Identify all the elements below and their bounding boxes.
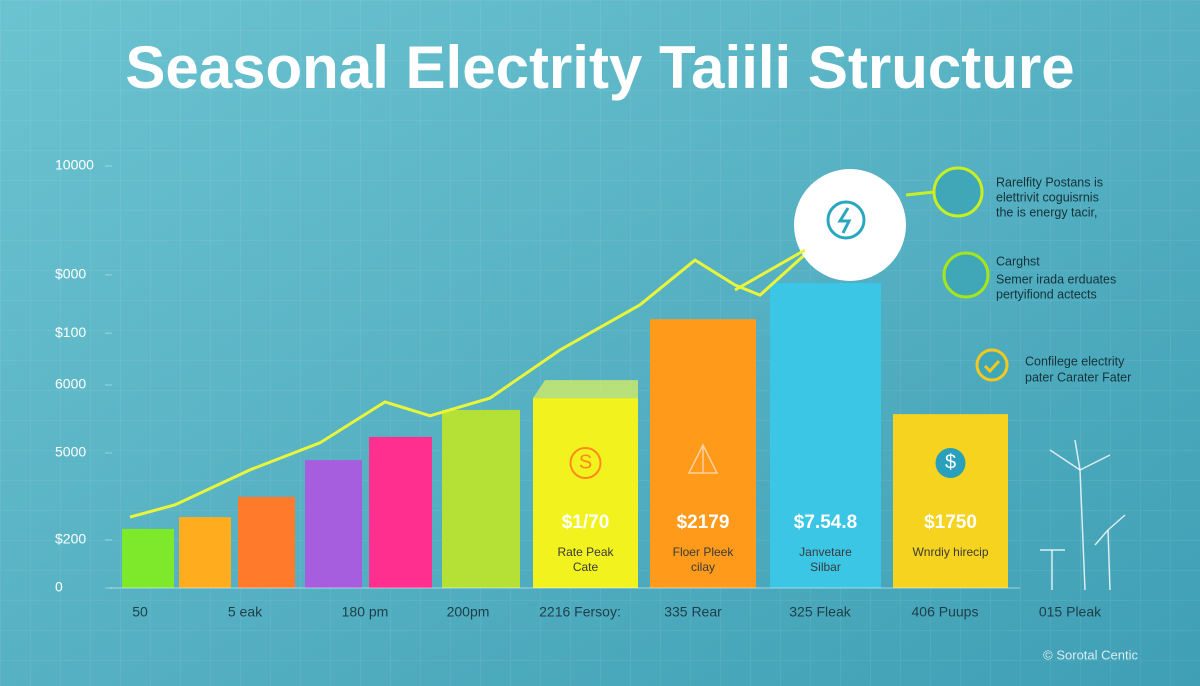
bar [442, 409, 520, 588]
callout-text: elettrivit coguisrnis [996, 190, 1099, 204]
x-tick-label: 180 pm [342, 604, 389, 620]
bar-caption: Cate [573, 560, 599, 574]
bar-value-label: $2179 [677, 512, 730, 533]
bar [533, 398, 638, 588]
chart-title: Seasonal Electrity Taiili Structure [125, 34, 1074, 101]
x-tick-label: 015 Pleak [1039, 604, 1102, 620]
footer: © Sorotal Centic [1043, 647, 1138, 662]
y-tick-label: $200 [55, 531, 86, 547]
bar-icon-label: $ [945, 451, 956, 473]
callout-icons [734, 166, 1009, 382]
x-tick-label: 325 Fleak [789, 604, 851, 620]
bar-caption: Rate Peak [557, 545, 614, 559]
callout-text: Rarelfity Postans is [996, 175, 1103, 189]
y-tick-label: $000 [55, 266, 86, 282]
x-tick-label: 2216 Fersoy: [539, 604, 621, 620]
bar-caption: cilay [691, 560, 715, 574]
bar [179, 517, 231, 588]
y-tick-label: $100 [55, 324, 86, 340]
callout-text: Carghst [996, 254, 1040, 268]
y-tick-label: 0 [55, 579, 63, 595]
x-tick-label: 5 eak [228, 604, 263, 620]
windmill [1040, 439, 1126, 591]
x-tick-label: 200pm [447, 604, 490, 620]
bar-caption: Silbar [810, 560, 841, 574]
bar-icon-label: S [579, 451, 592, 473]
callout-text: pater Carater Fater [1025, 370, 1131, 384]
bar-caption: Floer Pleek [673, 545, 735, 559]
bar-value-label: $1/70 [562, 512, 610, 533]
callout-text: Confilege electrity [1025, 354, 1125, 368]
y-tick-label: 6000 [55, 376, 86, 392]
x-tick-label: 406 Puups [912, 604, 979, 620]
bar [893, 414, 1008, 588]
bar-value-label: $7.54.8 [794, 512, 857, 533]
x-tick-label: 50 [132, 604, 148, 620]
y-tick-label: 10000 [55, 157, 94, 173]
callout-text: Semer irada erduates [996, 272, 1116, 286]
bar-value-label: $1750 [924, 512, 977, 533]
x-tick-label: 335 Rear [664, 604, 722, 620]
bar-top [533, 380, 638, 399]
trend-line [129, 248, 812, 519]
bar [369, 436, 432, 588]
bar [770, 282, 881, 588]
bar-icon [687, 443, 719, 474]
bar [238, 496, 295, 588]
bar-icon [935, 448, 966, 478]
bar [122, 528, 174, 588]
bar-caption: Janvetare [799, 545, 852, 559]
bar-caption: Wnrdiy hirecip [912, 545, 988, 559]
y-tick-label: 5000 [55, 444, 86, 460]
callout-text: the is energy tacir, [996, 205, 1097, 219]
bar-icon [569, 447, 602, 479]
bar [305, 460, 362, 588]
callout-text: pertyifiond actects [996, 287, 1097, 301]
